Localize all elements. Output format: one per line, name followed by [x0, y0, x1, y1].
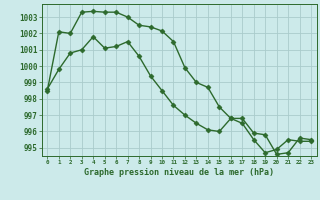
X-axis label: Graphe pression niveau de la mer (hPa): Graphe pression niveau de la mer (hPa)	[84, 168, 274, 177]
